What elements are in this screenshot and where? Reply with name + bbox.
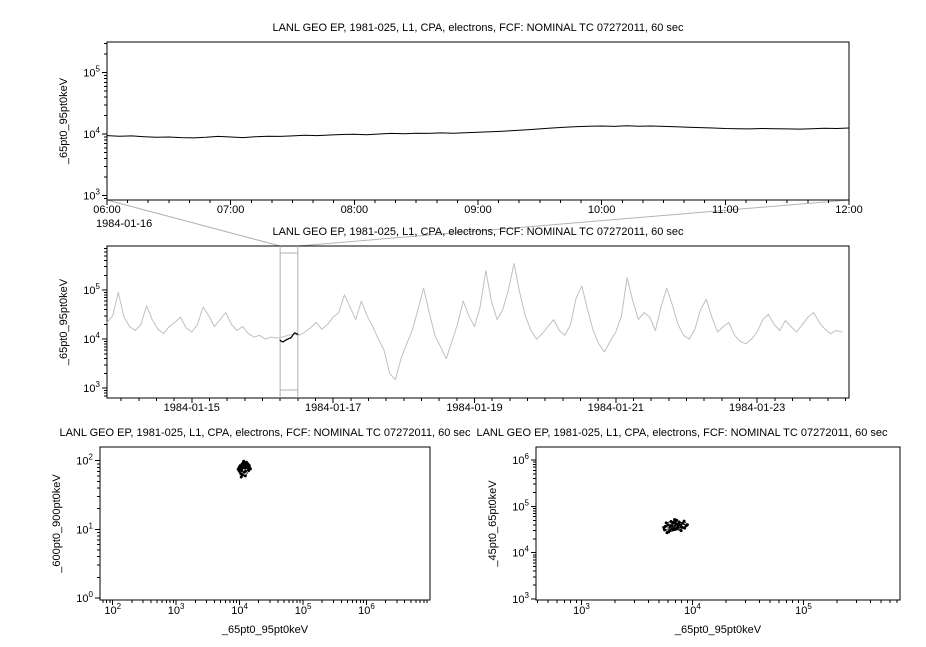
- chart-title: LANL GEO EP, 1981-025, L1, CPA, electron…: [59, 427, 471, 439]
- y-tick-label: 103: [83, 188, 100, 203]
- y-tick-label: 106: [512, 452, 529, 467]
- data-point: [670, 527, 674, 531]
- y-tick-label: 103: [83, 380, 100, 395]
- chart-title: LANL GEO EP, 1981-025, L1, CPA, electron…: [272, 226, 684, 238]
- plot-frame: [99, 446, 431, 601]
- x-tick-label: 1984-01-17: [305, 402, 361, 414]
- y-tick-label: 102: [76, 453, 93, 468]
- zoom-connector: [106, 199, 850, 247]
- y-tick-label: 101: [76, 521, 93, 536]
- data-point: [673, 518, 677, 521]
- y-tick-label: 105: [83, 282, 100, 297]
- x-tick-label: 106: [358, 602, 375, 617]
- x-tick-label: 08:00: [341, 204, 369, 216]
- context-timeseries-plot[interactable]: 1984-01-15 1984-01-17 1984-01-19 1984-01-21…: [58, 226, 850, 414]
- plot-frame: [106, 41, 850, 201]
- scatter-plot-600-900kev[interactable]: 102 103 104 105 106 100 101 102 LANL GEO EP, 198…: [51, 427, 471, 636]
- data-point: [240, 463, 244, 466]
- y-tick-label: 100: [76, 590, 93, 605]
- x-tick-label: 07:00: [217, 204, 245, 216]
- scatter-plot-45-65kev[interactable]: 103 104 105 103 104 105 106 LANL GEO EP, 1981-0…: [476, 427, 901, 636]
- y-tick-label: 104: [83, 331, 100, 346]
- data-point: [677, 520, 681, 524]
- x-tick-label: 10:00: [588, 204, 616, 216]
- data-point: [674, 522, 678, 526]
- connector-line-right: [297, 199, 850, 247]
- data-point: [663, 524, 667, 528]
- x-axis-context-label: 1984-01-16: [96, 218, 152, 230]
- x-tick-label: 12:00: [835, 204, 863, 216]
- data-point: [679, 523, 682, 527]
- data-point: [685, 523, 689, 527]
- data-point: [242, 459, 246, 463]
- data-series: [106, 125, 850, 139]
- y-axis-label: _45pt0_65pt0keV: [487, 480, 499, 568]
- data-point: [247, 464, 251, 468]
- data-point: [239, 475, 243, 479]
- y-tick-label: 104: [83, 126, 100, 141]
- x-axis-label: _65pt0_95pt0keV: [674, 624, 762, 636]
- x-tick-label: 1984-01-23: [729, 402, 785, 414]
- data-point: [248, 467, 252, 471]
- data-point: [679, 529, 683, 533]
- x-tick-label: 1984-01-21: [588, 402, 644, 414]
- data-point: [682, 519, 686, 523]
- data-point: [665, 531, 669, 535]
- x-axis-label: _65pt0_95pt0keV: [221, 624, 309, 636]
- data-point: [663, 528, 666, 532]
- x-tick-label: 104: [231, 602, 248, 617]
- x-tick-label: 06:00: [93, 204, 121, 216]
- x-tick-label: 102: [104, 602, 121, 617]
- x-tick-label: 105: [795, 602, 812, 617]
- plot-frame: [535, 446, 901, 601]
- x-tick-label: 1984-01-19: [446, 402, 502, 414]
- y-tick-label: 105: [83, 65, 100, 80]
- y-axis-label: _600pt0_900pt0keV: [51, 474, 63, 574]
- x-tick-label: 105: [295, 602, 312, 617]
- data-point: [683, 526, 687, 530]
- zoom-timeseries-plot[interactable]: 06:00 07:00 08:00 09:00 10:00 11:00 12:00 1984-…: [58, 22, 863, 230]
- data-point: [668, 525, 672, 529]
- x-tick-label: 104: [684, 602, 701, 617]
- data-series: [279, 332, 299, 343]
- x-tick-label: 1984-01-15: [164, 402, 220, 414]
- chart-title: LANL GEO EP, 1981-025, L1, CPA, electron…: [476, 427, 888, 439]
- y-axis-label: _65pt0_95pt0keV: [58, 77, 70, 165]
- data-point: [671, 521, 675, 525]
- data-point: [242, 470, 246, 474]
- data-point: [669, 520, 673, 523]
- data-point: [243, 466, 247, 470]
- y-tick-label: 103: [512, 591, 529, 606]
- data-point: [675, 526, 679, 529]
- x-tick-label: 09:00: [464, 204, 492, 216]
- data-point: [238, 467, 242, 471]
- x-tick-label: 103: [168, 602, 185, 617]
- y-tick-label: 105: [512, 498, 529, 513]
- data-point: [237, 469, 241, 473]
- data-point: [681, 521, 685, 525]
- zoom-selection-box[interactable]: [279, 246, 299, 398]
- data-point: [243, 474, 247, 478]
- data-point: [664, 521, 668, 525]
- x-tick-label: 103: [573, 602, 590, 617]
- y-tick-label: 104: [512, 545, 529, 560]
- connector-line-left: [106, 199, 281, 247]
- y-axis-label: _65pt0_95pt0keV: [58, 278, 70, 366]
- data-series: [106, 263, 843, 381]
- x-tick-label: 11:00: [712, 204, 739, 216]
- chart-title: LANL GEO EP, 1981-025, L1, CPA, electron…: [272, 22, 684, 34]
